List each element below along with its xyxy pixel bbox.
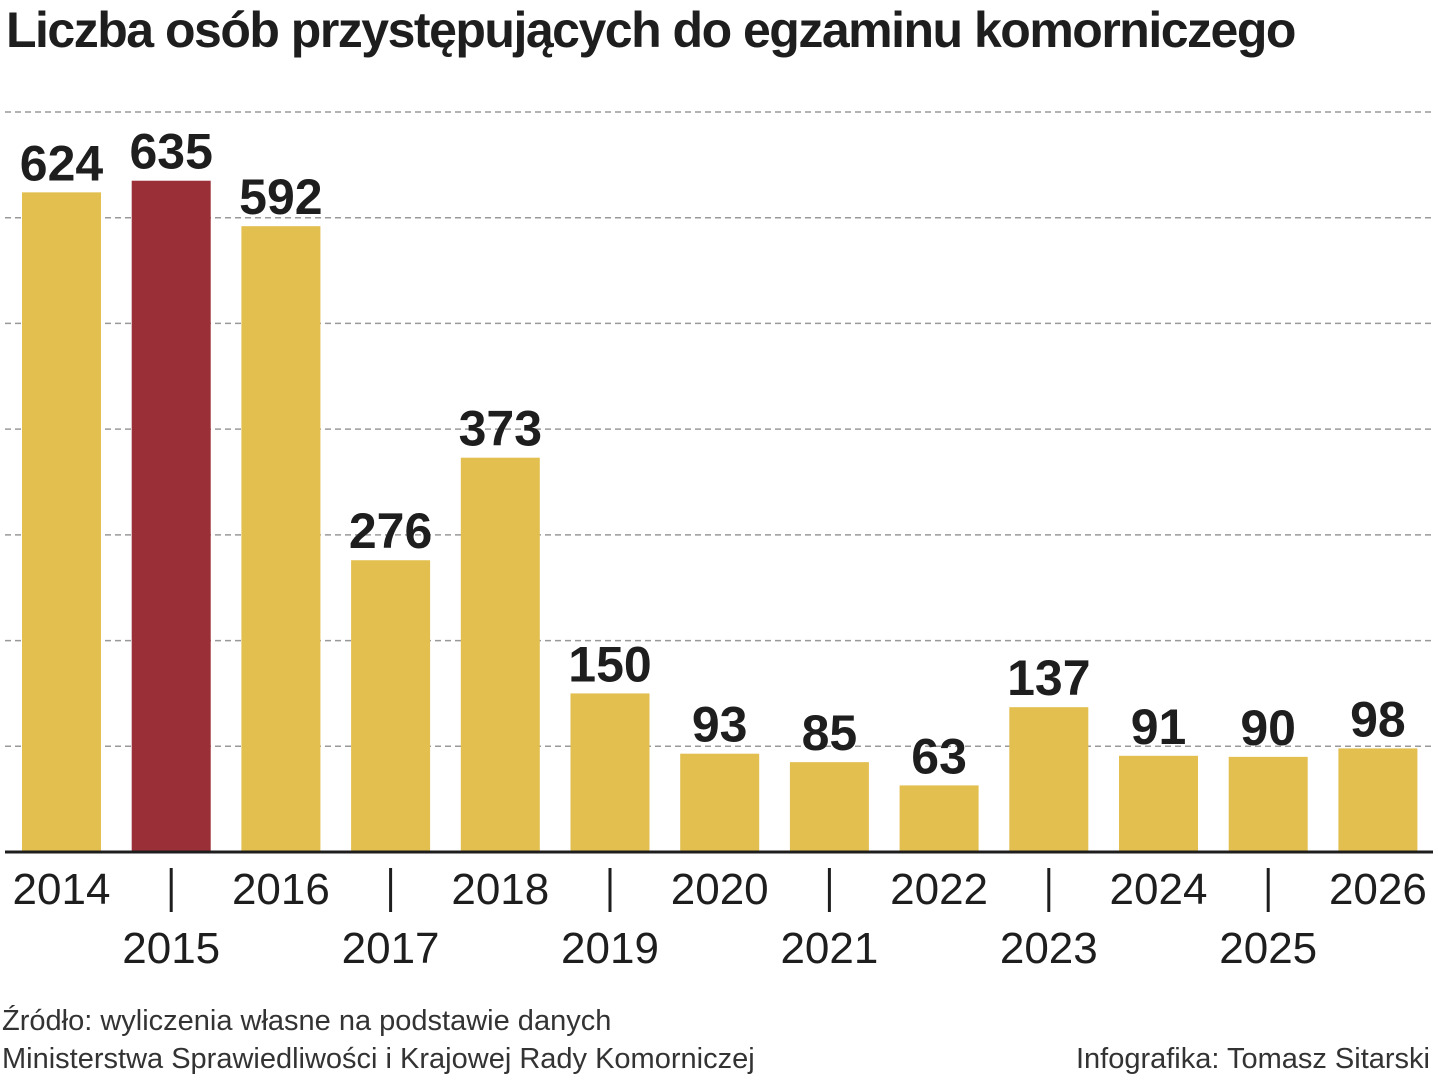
bar-2015	[131, 180, 211, 852]
year-label-2019: 2019	[561, 924, 659, 973]
tick-separators	[169, 868, 1270, 912]
value-label-2021: 85	[802, 705, 858, 761]
bar-2017	[351, 560, 431, 852]
bar-2025	[1228, 756, 1308, 852]
year-label-2024: 2024	[1110, 865, 1208, 914]
value-label-2014: 624	[20, 135, 104, 191]
year-label-2026: 2026	[1329, 865, 1427, 914]
chart-title: Liczba osób przystępujących do egzaminu …	[6, 2, 1296, 58]
value-label-2026: 98	[1350, 691, 1406, 747]
value-label-2015: 635	[129, 124, 212, 180]
bar-2022	[899, 785, 979, 852]
gridlines	[5, 111, 1433, 748]
bar-2019	[570, 693, 650, 852]
value-label-2019: 150	[568, 636, 651, 692]
bar-2024	[1119, 755, 1198, 852]
value-label-2017: 276	[349, 503, 432, 559]
bar-2020	[680, 753, 760, 852]
year-label-2023: 2023	[1000, 924, 1098, 973]
bar-2014	[22, 192, 101, 853]
value-label-2020: 93	[692, 697, 748, 753]
bar-2023	[1009, 707, 1089, 852]
bars	[22, 180, 1418, 853]
value-labels: 624 635 592 276 373 150 93 85 63 137 91 90 98	[20, 124, 1406, 785]
bar-2021	[789, 762, 869, 852]
source-line-2: Ministerstwa Sprawiedliwości i Krajowej …	[2, 1043, 755, 1075]
source-line-1: Źródło: wyliczenia własne na podstawie d…	[2, 1005, 612, 1037]
source-note: Źródło: wyliczenia własne na podstawie d…	[2, 1002, 755, 1078]
year-label-2014: 2014	[13, 865, 111, 914]
year-label-2017: 2017	[342, 924, 440, 973]
bar-2026	[1338, 748, 1418, 852]
value-label-2016: 592	[239, 169, 322, 225]
value-label-2018: 373	[459, 401, 542, 457]
year-label-2020: 2020	[671, 865, 769, 914]
bar-2018	[460, 457, 540, 852]
year-label-2021: 2021	[780, 924, 878, 973]
value-label-2023: 137	[1007, 650, 1090, 706]
year-label-2016: 2016	[232, 865, 330, 914]
year-label-2015: 2015	[122, 924, 220, 973]
year-label-2018: 2018	[451, 865, 549, 914]
year-label-2022: 2022	[890, 865, 988, 914]
year-label-2025: 2025	[1219, 924, 1317, 973]
x-tick-labels: 2014201520162017201820192020202120222023…	[13, 865, 1427, 973]
infographic-credit: Infografika: Tomasz Sitarski	[1075, 1043, 1430, 1075]
bar-2016	[241, 226, 321, 852]
value-label-2024: 91	[1131, 699, 1187, 755]
value-label-2022: 63	[911, 728, 967, 784]
value-label-2025: 90	[1240, 700, 1296, 756]
